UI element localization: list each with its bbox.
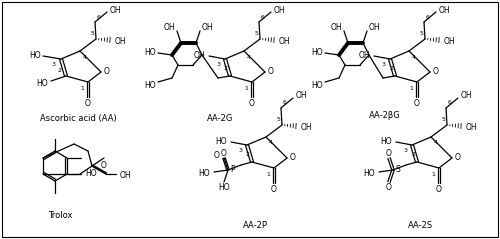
Text: O: O [455,153,461,163]
Text: 4: 4 [412,54,416,60]
Text: 1: 1 [266,173,270,178]
Text: 2: 2 [246,152,250,158]
Text: O: O [436,185,442,195]
Text: OH: OH [164,22,175,32]
Text: AA-2βG: AA-2βG [369,111,401,120]
Text: HO: HO [380,136,392,146]
Text: 6: 6 [283,101,287,105]
Text: 4: 4 [269,141,273,146]
Text: OH: OH [296,92,308,101]
Text: O: O [214,152,220,161]
Text: OH: OH [274,5,285,15]
Text: OH: OH [301,123,312,131]
Text: 2: 2 [389,66,393,71]
Text: 4: 4 [434,141,438,146]
Text: O: O [414,99,420,109]
Text: OH: OH [202,22,213,32]
Text: O: O [85,99,91,109]
Text: 1: 1 [244,87,248,92]
Text: O: O [386,148,392,158]
Text: 5: 5 [419,31,423,36]
Text: 5: 5 [90,31,94,36]
Text: O: O [386,183,392,191]
Text: S: S [395,165,400,174]
Text: OH: OH [115,37,126,45]
Text: Trolox: Trolox [48,211,72,219]
Text: HO: HO [312,48,323,56]
Text: OH: OH [444,37,456,45]
Text: 5: 5 [276,116,280,121]
Text: 2: 2 [57,67,61,72]
Text: 3: 3 [217,63,221,67]
Text: AA-2P: AA-2P [242,221,268,229]
Text: OH: OH [439,5,450,15]
Text: O: O [268,67,274,76]
Text: HO: HO [144,81,156,89]
Text: Ascorbic acid (AA): Ascorbic acid (AA) [40,114,117,123]
Text: HO: HO [216,136,227,146]
Text: OH: OH [461,92,472,101]
Text: 3: 3 [239,148,243,153]
Text: O: O [104,67,110,76]
Text: O: O [290,153,296,163]
Text: 2: 2 [411,152,415,158]
Text: OH: OH [120,170,132,179]
Text: HO: HO [198,168,210,178]
Text: HO: HO [144,48,156,56]
Text: HO: HO [364,168,375,178]
Text: OH: OH [466,123,477,131]
Text: O: O [221,148,227,158]
Text: 5: 5 [254,31,258,36]
Text: OH: OH [330,22,342,32]
Text: AA-2G: AA-2G [207,114,233,123]
Text: 3: 3 [404,148,408,153]
Text: 1: 1 [409,87,413,92]
Text: 6: 6 [97,15,101,20]
Text: OH: OH [110,5,122,15]
Text: 1: 1 [431,173,435,178]
Text: O: O [271,185,277,195]
Text: 3: 3 [382,63,386,67]
Text: P: P [230,165,234,174]
Text: 5: 5 [441,116,445,121]
Text: HO: HO [85,169,96,179]
Text: OH: OH [194,50,205,60]
Text: OH: OH [358,50,370,60]
Text: OH: OH [279,37,290,45]
Text: 2: 2 [224,66,228,71]
Text: O: O [101,162,107,170]
Text: HO: HO [36,80,48,88]
Text: AA-2S: AA-2S [408,221,432,229]
Text: 1: 1 [80,87,84,92]
Text: 6: 6 [261,15,265,20]
Text: HO: HO [30,50,41,60]
Text: O: O [249,99,255,109]
Text: 6: 6 [448,101,452,105]
Text: 3: 3 [52,63,56,67]
Text: 4: 4 [83,54,87,60]
Text: O: O [433,67,439,76]
Text: HO: HO [218,184,230,192]
Text: OH: OH [369,22,380,32]
Text: 6: 6 [426,15,430,20]
Text: 4: 4 [247,54,251,60]
Text: HO: HO [312,81,323,89]
